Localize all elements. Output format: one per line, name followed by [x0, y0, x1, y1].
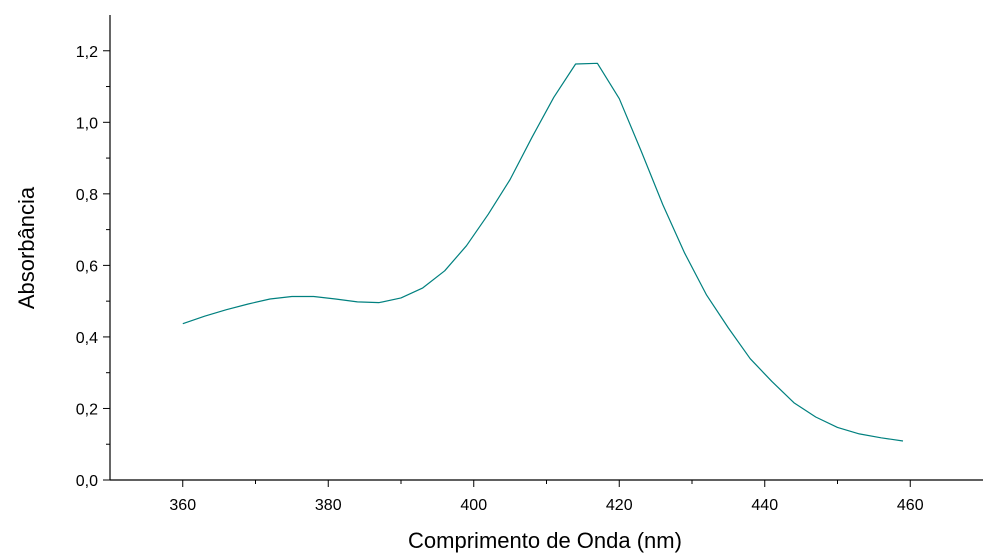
series-layer: [182, 62, 904, 442]
y-axis-ticks: 0,0 0,2 0,4 0,6 0,8 1,0 1,2: [76, 44, 110, 490]
y-tick-label: 0,2: [76, 401, 98, 418]
x-axis-ticks: 360 380 400 420 440 460: [169, 480, 924, 514]
axes: [109, 15, 983, 481]
y-tick-label: 1,2: [76, 44, 98, 61]
x-tick-label: 440: [751, 497, 778, 514]
y-tick-label: 0,8: [76, 187, 98, 204]
x-axis-title: Comprimento de Onda (nm): [408, 528, 682, 553]
y-tick-label: 1,0: [76, 115, 98, 132]
x-tick-label: 360: [169, 497, 196, 514]
x-tick-label: 460: [897, 497, 924, 514]
x-tick-label: 400: [460, 497, 487, 514]
y-tick-label: 0,6: [76, 258, 98, 275]
y-axis-title: Absorbância: [14, 186, 39, 309]
y-tick-label: 0,0: [76, 473, 98, 490]
y-tick-label: 0,4: [76, 330, 98, 347]
x-tick-label: 380: [315, 497, 342, 514]
absorbance-series-line: [182, 62, 904, 442]
x-tick-label: 420: [606, 497, 633, 514]
